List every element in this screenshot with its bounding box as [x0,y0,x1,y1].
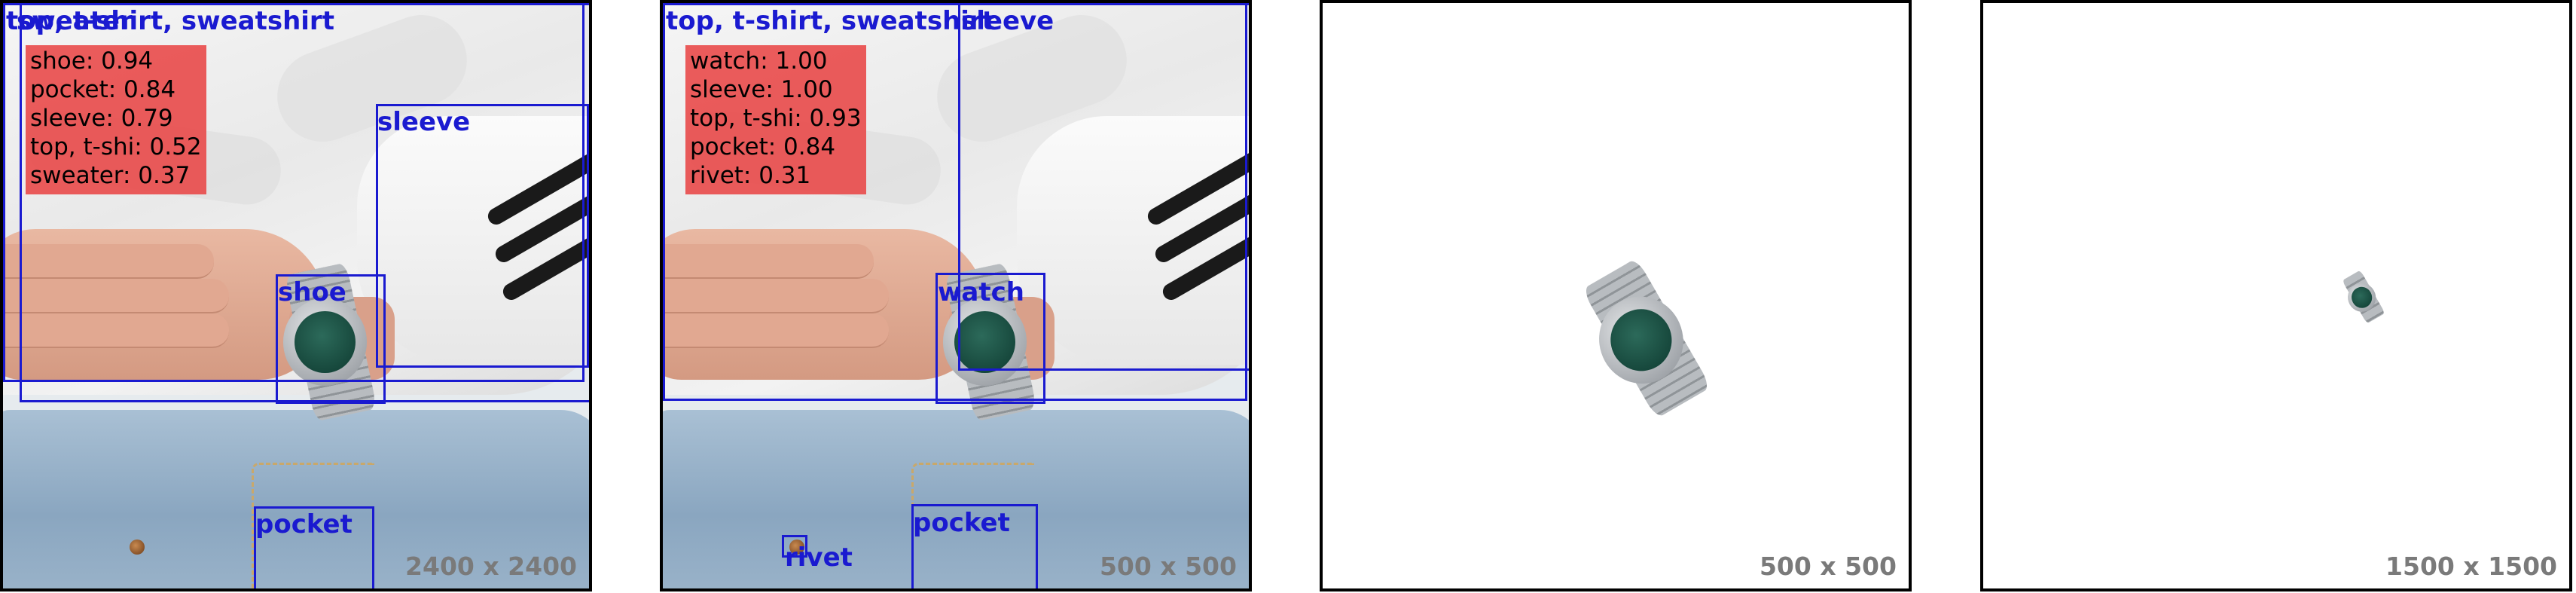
bbox-label-sleeve: sleeve [377,107,471,137]
bbox-pocket [254,506,374,588]
image-dimensions: 2400 x 2400 [405,552,577,581]
photo-scene [663,3,1249,588]
score-list: watch: 1.00 sleeve: 1.00 top, t-shi: 0.9… [685,45,866,194]
jeans [663,410,1249,588]
bbox-top [663,3,1247,401]
score-row: pocket: 0.84 [690,133,836,160]
score-row: sweater: 0.37 [30,162,191,189]
bbox-pocket [911,504,1038,588]
bbox-label-top: top, t-shirt, sweatshirt [666,6,994,36]
jeans [3,410,589,588]
bbox-label-watch: watch [938,277,1024,307]
wristwatch-crop [1572,256,1721,420]
wristwatch [934,262,1047,422]
bbox-sleeve [958,3,1249,371]
bbox-watch [935,273,1045,404]
hand [3,229,327,380]
bbox-sleeve [376,104,589,368]
bbox-label-rivet: rivet [785,543,853,573]
bbox-label-top: top, t-shirt, sweatshirt [6,6,334,36]
score-row: sleeve: 0.79 [30,105,173,132]
bbox-sweater [20,3,589,402]
score-row: top, t-shi: 0.52 [30,133,202,160]
rivet [130,540,145,555]
score-row: rivet: 0.31 [690,162,811,189]
hand [663,229,987,380]
wristwatch-crop [2339,270,2388,325]
wristwatch [274,262,387,422]
bbox-label-shoe: shoe [278,277,346,307]
sleeve-cuff [357,116,589,365]
score-row: pocket: 0.84 [30,76,176,103]
score-row: watch: 1.00 [690,47,828,75]
score-row: top, t-shi: 0.93 [690,105,862,132]
score-row: sleeve: 1.00 [690,76,833,103]
detection-panel-1: top, t-shirt, sweatshirt sweater sleeve … [0,0,592,591]
bbox-shoe [276,274,386,404]
bbox-label-pocket: pocket [255,509,353,540]
detection-panel-2: top, t-shirt, sweatshirt sleeve watch po… [660,0,1252,591]
image-dimensions: 500 x 500 [1099,552,1237,581]
score-list: shoe: 0.94 pocket: 0.84 sleeve: 0.79 top… [26,45,206,194]
bbox-label-pocket: pocket [913,508,1010,538]
rivet [789,540,804,555]
bbox-label-sweater: sweater [17,6,133,36]
bbox-label-sleeve: sleeve [961,6,1055,36]
image-dimensions: 1500 x 1500 [2385,552,2557,581]
photo-scene [3,3,589,588]
bbox-rivet [782,535,807,558]
score-row: shoe: 0.94 [30,47,154,75]
crop-panel-2: 1500 x 1500 [1980,0,2572,591]
crop-panel-1: 500 x 500 [1320,0,1912,591]
image-dimensions: 500 x 500 [1759,552,1897,581]
sleeve-cuff [1017,116,1249,365]
